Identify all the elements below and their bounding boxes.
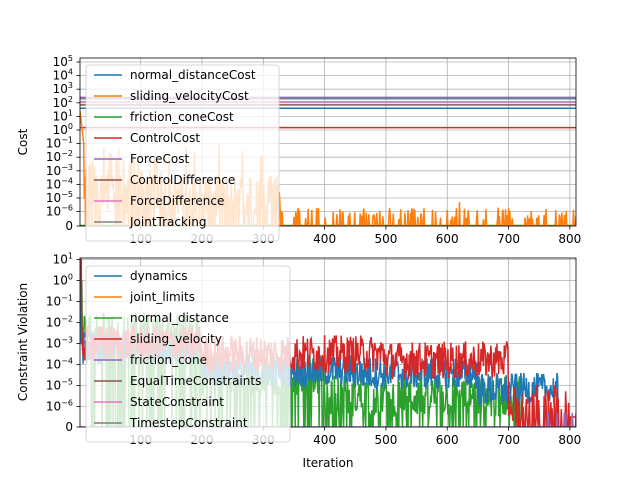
legend-label-StateConstraint: StateConstraint: [130, 395, 224, 409]
legend-label-normal_distance: normal_distance: [130, 311, 229, 325]
cost-panel: 100200300400500600700800 010−610−510−410…: [16, 54, 581, 246]
y-tick-label: 102: [53, 95, 73, 110]
constraint-panel: 100200300400500600700800 010−610−510−410…: [16, 252, 581, 471]
legend-label-sliding_velocityCost: sliding_velocityCost: [130, 89, 249, 103]
constraint-y-ticks: 0 10−6 10−5 10−4 10−3 10−2 10−1 100 101: [46, 252, 80, 434]
y-tick-label: 100: [53, 122, 73, 137]
y-tick-label: 0: [65, 420, 73, 434]
y-tick-label: 10−5: [46, 190, 73, 205]
x-tick-label: 400: [313, 433, 336, 447]
legend-label-dynamics: dynamics: [130, 269, 188, 283]
legend-label-EqualTimeConstraints: EqualTimeConstraints: [130, 374, 261, 388]
legend-label-friction_cone: friction_cone: [130, 353, 207, 367]
y-tick-label: 10−2: [46, 315, 73, 330]
y-tick-label: 0: [65, 219, 73, 233]
y-tick-label: 10−3: [46, 336, 73, 351]
legend-label-ForceDifference: ForceDifference: [130, 194, 224, 208]
legend-label-JointTracking: JointTracking: [129, 215, 206, 229]
x-tick-label: 800: [558, 433, 581, 447]
y-tick-label: 10−4: [46, 176, 73, 191]
y-tick-label: 101: [53, 108, 73, 123]
y-tick-label: 100: [53, 273, 73, 288]
legend-label-TimestepConstraint: TimestepConstraint: [129, 416, 248, 430]
x-tick-label: 500: [374, 433, 397, 447]
x-tick-label: 400: [313, 232, 336, 246]
legend-label-joint_limits: joint_limits: [129, 290, 195, 304]
legend-box: [85, 64, 280, 242]
x-tick-label: 500: [374, 232, 397, 246]
x-tick-label: 800: [558, 232, 581, 246]
legend-label-ControlCost: ControlCost: [130, 131, 200, 145]
y-tick-label: 10−1: [46, 294, 73, 309]
constraint-axes-frame: [79, 257, 577, 428]
y-tick-label: 10−3: [46, 163, 73, 178]
legend-label-normal_distanceCost: normal_distanceCost: [130, 68, 256, 82]
cost-axes-frame: [79, 57, 577, 227]
constraint-legend: dynamics joint_limits normal_distanceslidi…: [85, 265, 291, 443]
y-tick-label: 10−6: [46, 204, 73, 219]
legend-box: [85, 265, 291, 443]
cost-y-axis-label: Cost: [16, 128, 30, 155]
y-tick-label: 10−4: [46, 357, 73, 372]
x-tick-label: 700: [497, 232, 520, 246]
legend-label-ControlDifference: ControlDifference: [130, 173, 235, 187]
x-tick-label: 700: [497, 433, 520, 447]
y-tick-label: 104: [53, 68, 73, 83]
y-tick-label: 103: [53, 81, 73, 96]
x-tick-label: 600: [436, 232, 459, 246]
y-tick-label: 10−6: [46, 399, 73, 414]
legend-label-friction_coneCost: friction_coneCost: [130, 110, 234, 124]
y-tick-label: 10−2: [46, 149, 73, 164]
cost-legend: normal_distanceCost sliding_velocityCostf…: [85, 64, 280, 242]
constraint-x-axis-label: Iteration: [303, 456, 354, 470]
legend-label-ForceCost: ForceCost: [130, 152, 189, 166]
x-tick-label: 600: [436, 433, 459, 447]
y-tick-label: 101: [53, 252, 73, 267]
y-tick-label: 10−5: [46, 378, 73, 393]
cost-y-ticks: 010−610−510−410−310−210−1100101102103104…: [46, 54, 80, 233]
y-tick-label: 10−1: [46, 136, 73, 151]
y-tick-label: 105: [53, 54, 73, 69]
legend-label-sliding_velocity: sliding_velocity: [130, 332, 222, 346]
constraint-y-axis-label: Constraint Violation: [16, 283, 30, 401]
